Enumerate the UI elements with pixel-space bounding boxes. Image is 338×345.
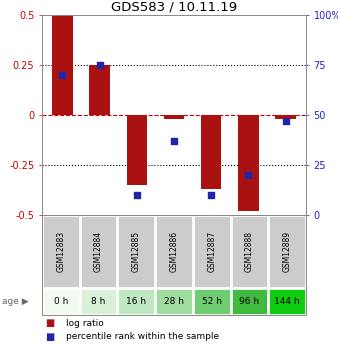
Text: 0 h: 0 h bbox=[54, 297, 68, 306]
Text: GSM12889: GSM12889 bbox=[283, 231, 292, 272]
Text: GSM12885: GSM12885 bbox=[132, 231, 141, 272]
Bar bbox=[52, 15, 73, 115]
Text: log ratio: log ratio bbox=[66, 319, 103, 328]
Bar bbox=[164, 115, 184, 119]
Bar bbox=[201, 115, 221, 189]
Text: 8 h: 8 h bbox=[91, 297, 106, 306]
Text: percentile rank within the sample: percentile rank within the sample bbox=[66, 332, 219, 341]
Point bbox=[171, 138, 177, 144]
Point bbox=[97, 62, 102, 68]
Text: 96 h: 96 h bbox=[239, 297, 260, 306]
Text: 16 h: 16 h bbox=[126, 297, 146, 306]
Point bbox=[209, 192, 214, 198]
Text: 144 h: 144 h bbox=[274, 297, 300, 306]
Point bbox=[246, 172, 251, 178]
Bar bbox=[238, 115, 259, 211]
Text: GSM12884: GSM12884 bbox=[94, 231, 103, 272]
Text: age ▶: age ▶ bbox=[2, 297, 28, 306]
Text: GSM12888: GSM12888 bbox=[245, 231, 254, 272]
Point bbox=[283, 118, 288, 124]
Text: ■: ■ bbox=[45, 318, 55, 328]
Text: 28 h: 28 h bbox=[164, 297, 184, 306]
Text: 52 h: 52 h bbox=[202, 297, 222, 306]
Text: GSM12886: GSM12886 bbox=[169, 231, 178, 272]
Bar bbox=[275, 115, 296, 119]
Point bbox=[60, 72, 65, 78]
Point bbox=[134, 192, 140, 198]
Title: GDS583 / 10.11.19: GDS583 / 10.11.19 bbox=[111, 1, 237, 14]
Text: GSM12887: GSM12887 bbox=[207, 231, 216, 272]
Bar bbox=[90, 65, 110, 115]
Bar bbox=[127, 115, 147, 185]
Text: GSM12883: GSM12883 bbox=[56, 231, 65, 272]
Text: ■: ■ bbox=[45, 332, 55, 342]
